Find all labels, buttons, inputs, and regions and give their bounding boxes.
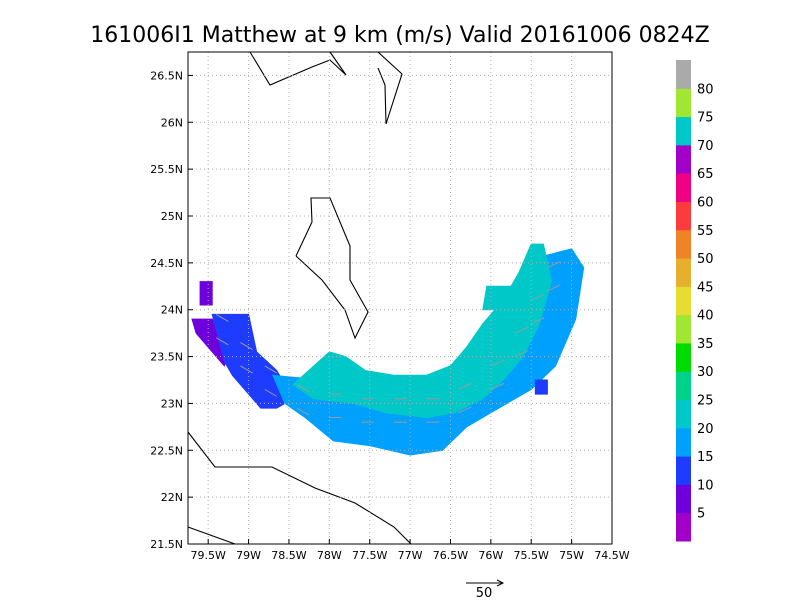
- legend-label: 30: [697, 365, 714, 380]
- wind-vector: [216, 337, 229, 346]
- x-tick-label: 77W: [398, 549, 423, 562]
- reference-vector-arrowhead: [496, 579, 505, 587]
- coastline-eleuthera-north: [377, 51, 403, 125]
- wind-region-5-10: [199, 281, 213, 306]
- x-tick-label: 79W: [236, 549, 261, 562]
- legend-label: 65: [697, 167, 714, 182]
- wind-vector: [458, 382, 472, 390]
- y-tick-label: 25.5N: [150, 163, 183, 176]
- wind-vectors: [216, 261, 561, 423]
- grid-lines: [188, 52, 612, 544]
- wind-vector: [240, 342, 253, 350]
- reference-vector: 50: [466, 579, 505, 600]
- wind-region-10-15: [534, 379, 548, 395]
- legend-label: 75: [697, 111, 714, 126]
- legend-label: 10: [697, 478, 714, 493]
- legend-label: 80: [697, 82, 714, 97]
- plot-frame: [187, 51, 613, 545]
- y-tick-label: 26.5N: [150, 69, 183, 82]
- wind-vector: [458, 406, 472, 414]
- wind-vector: [547, 284, 561, 292]
- y-tick-label: 23.5N: [150, 351, 183, 364]
- x-tick-label: 78.5W: [271, 549, 306, 562]
- y-tick-label: 26N: [161, 116, 183, 129]
- wind-vector: [531, 317, 545, 325]
- y-tick-label: 24N: [161, 304, 183, 317]
- legend-color-bin: [676, 60, 691, 89]
- legend-label: 5: [697, 507, 705, 522]
- legend-color-bin: [676, 314, 691, 344]
- x-tick-label: 79.5W: [191, 549, 226, 562]
- wind-vector: [296, 384, 310, 393]
- legend-color-bin: [676, 173, 691, 202]
- y-axis: 21.5N 22N 22.5N 23N 23.5N 24N 24.5N 25N 25.5N 26N…: [150, 69, 193, 551]
- legend-label: 70: [697, 139, 714, 154]
- wind-vector: [514, 350, 529, 358]
- legend-color-bin: [676, 88, 691, 118]
- y-tick-label: 21.5N: [150, 538, 183, 551]
- legend-color-bin: [676, 229, 691, 259]
- wind-vector: [514, 326, 529, 334]
- legend-color-bin: [676, 144, 691, 174]
- wind-vector: [531, 293, 545, 301]
- legend-label: 35: [697, 337, 714, 352]
- wind-region-10-15: [211, 313, 294, 409]
- legend-color-bin: [676, 258, 691, 287]
- legend-label: 40: [697, 309, 714, 324]
- wind-region-5-10: [191, 318, 229, 367]
- legend-color-bin: [676, 456, 691, 485]
- x-tick-label: 77.5W: [352, 549, 387, 562]
- wind-vector: [296, 407, 310, 416]
- wind-region-20-25: [482, 285, 512, 311]
- wind-vector: [547, 261, 561, 268]
- legend-color-bin: [676, 116, 691, 146]
- x-tick-label: 76W: [478, 549, 503, 562]
- legend-label: 50: [697, 252, 714, 267]
- y-tick-label: 22.5N: [150, 444, 183, 457]
- legend-color-bin: [676, 371, 691, 401]
- legend-label: 55: [697, 224, 714, 239]
- legend-label: 45: [697, 280, 714, 295]
- wind-vector: [216, 313, 229, 322]
- colorbar-legend: 5 10 15 20 25 30 35 40 45 50 55 60 65 70 75 80: [676, 60, 714, 542]
- wind-vector: [490, 359, 505, 367]
- legend-label: 20: [697, 422, 714, 437]
- coastline-abaco-north: [249, 51, 347, 86]
- legend-color-bin: [676, 342, 691, 372]
- legend-color-bin: [676, 286, 691, 316]
- y-tick-label: 22N: [161, 491, 183, 504]
- legend-color-bin: [676, 399, 691, 429]
- wind-vector: [240, 365, 253, 374]
- coastline-andros-island: [295, 197, 369, 340]
- legend-color-bin: [676, 484, 691, 514]
- legend-color-bin: [676, 427, 691, 457]
- x-tick-label: 75W: [559, 549, 584, 562]
- x-tick-label: 76.5W: [433, 549, 468, 562]
- wind-vector: [264, 365, 277, 374]
- wind-vector: [264, 388, 277, 397]
- coastline-cuba-south: [187, 526, 236, 545]
- x-tick-label: 74.5W: [594, 549, 629, 562]
- coastlines: [187, 51, 412, 545]
- wind-vector: [490, 382, 505, 390]
- legend-color-bin: [676, 512, 691, 542]
- legend-label: 15: [697, 450, 714, 465]
- reference-vector-label: 50: [476, 586, 493, 600]
- y-tick-label: 25N: [161, 210, 183, 223]
- x-tick-label: 75.5W: [514, 549, 549, 562]
- legend-label: 25: [697, 394, 714, 409]
- wind-region-20-25: [292, 243, 552, 419]
- x-axis: 79.5W 79W 78.5W 78W 77.5W 77W 76.5W 76W 75.5W 75W…: [191, 539, 630, 562]
- y-tick-label: 23N: [161, 397, 183, 410]
- chart-title: 161006I1 Matthew at 9 km (m/s) Valid 201…: [90, 23, 709, 48]
- legend-label: 60: [697, 195, 714, 210]
- plot-area: 79.5W 79W 78.5W 78W 77.5W 77W 76.5W 76W 75.5W 75W…: [150, 51, 630, 562]
- y-tick-label: 24.5N: [150, 257, 183, 270]
- wind-speed-regions: [191, 243, 585, 456]
- x-tick-label: 78W: [317, 549, 342, 562]
- legend-color-bin: [676, 201, 691, 231]
- coastline-cuba: [187, 431, 412, 545]
